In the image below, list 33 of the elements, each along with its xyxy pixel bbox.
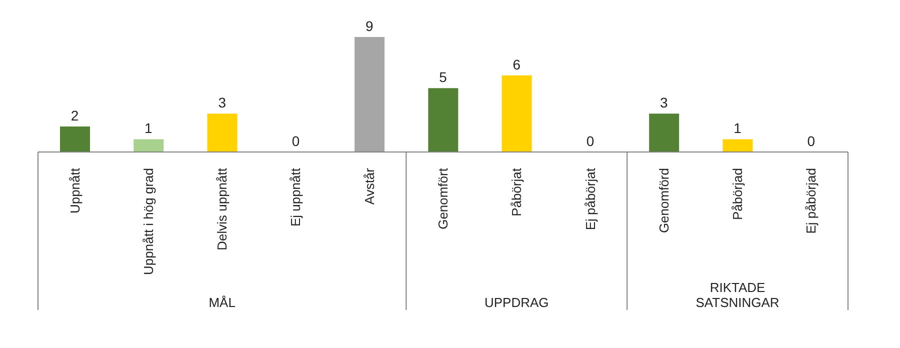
bar [722,139,753,152]
bar [502,75,532,152]
bar [354,37,385,152]
data-label: 3 [218,94,226,111]
x-tick-label: Genomförd [656,168,672,234]
bar [428,88,458,152]
x-tick-label: Ej uppnått [288,168,304,227]
bar [134,139,164,152]
data-label: 5 [439,69,448,86]
x-tick-label: Uppnått [67,168,82,214]
x-tick-label: Påbörjat [509,168,524,216]
data-label: 6 [512,56,521,72]
data-label: 1 [144,120,153,136]
x-tick-label: Delvis uppnått [214,168,230,250]
x-tick-label: Påbörjad [730,168,746,220]
x-tick-label: Ej påbörjad [804,168,819,234]
data-label: 0 [807,133,816,149]
text: UPPDRAG [484,295,549,310]
x-tick-label: Genomfört [436,168,450,230]
text: RIKTADE SATSNINGAR [694,280,780,310]
bar [649,114,680,152]
bar [60,126,90,152]
data-label: 0 [586,133,594,149]
data-label: 3 [660,94,668,111]
data-label: 1 [734,120,742,136]
x-tick-label: Uppnått i hög grad [140,168,156,275]
data-label: 2 [70,107,79,124]
bar [207,114,238,152]
x-tick-label: Avstår [362,167,377,205]
text: MÅL [208,295,236,310]
data-label: 0 [292,133,300,149]
data-label: 9 [365,18,374,34]
x-tick-label: Ej påbörjat [582,168,598,230]
